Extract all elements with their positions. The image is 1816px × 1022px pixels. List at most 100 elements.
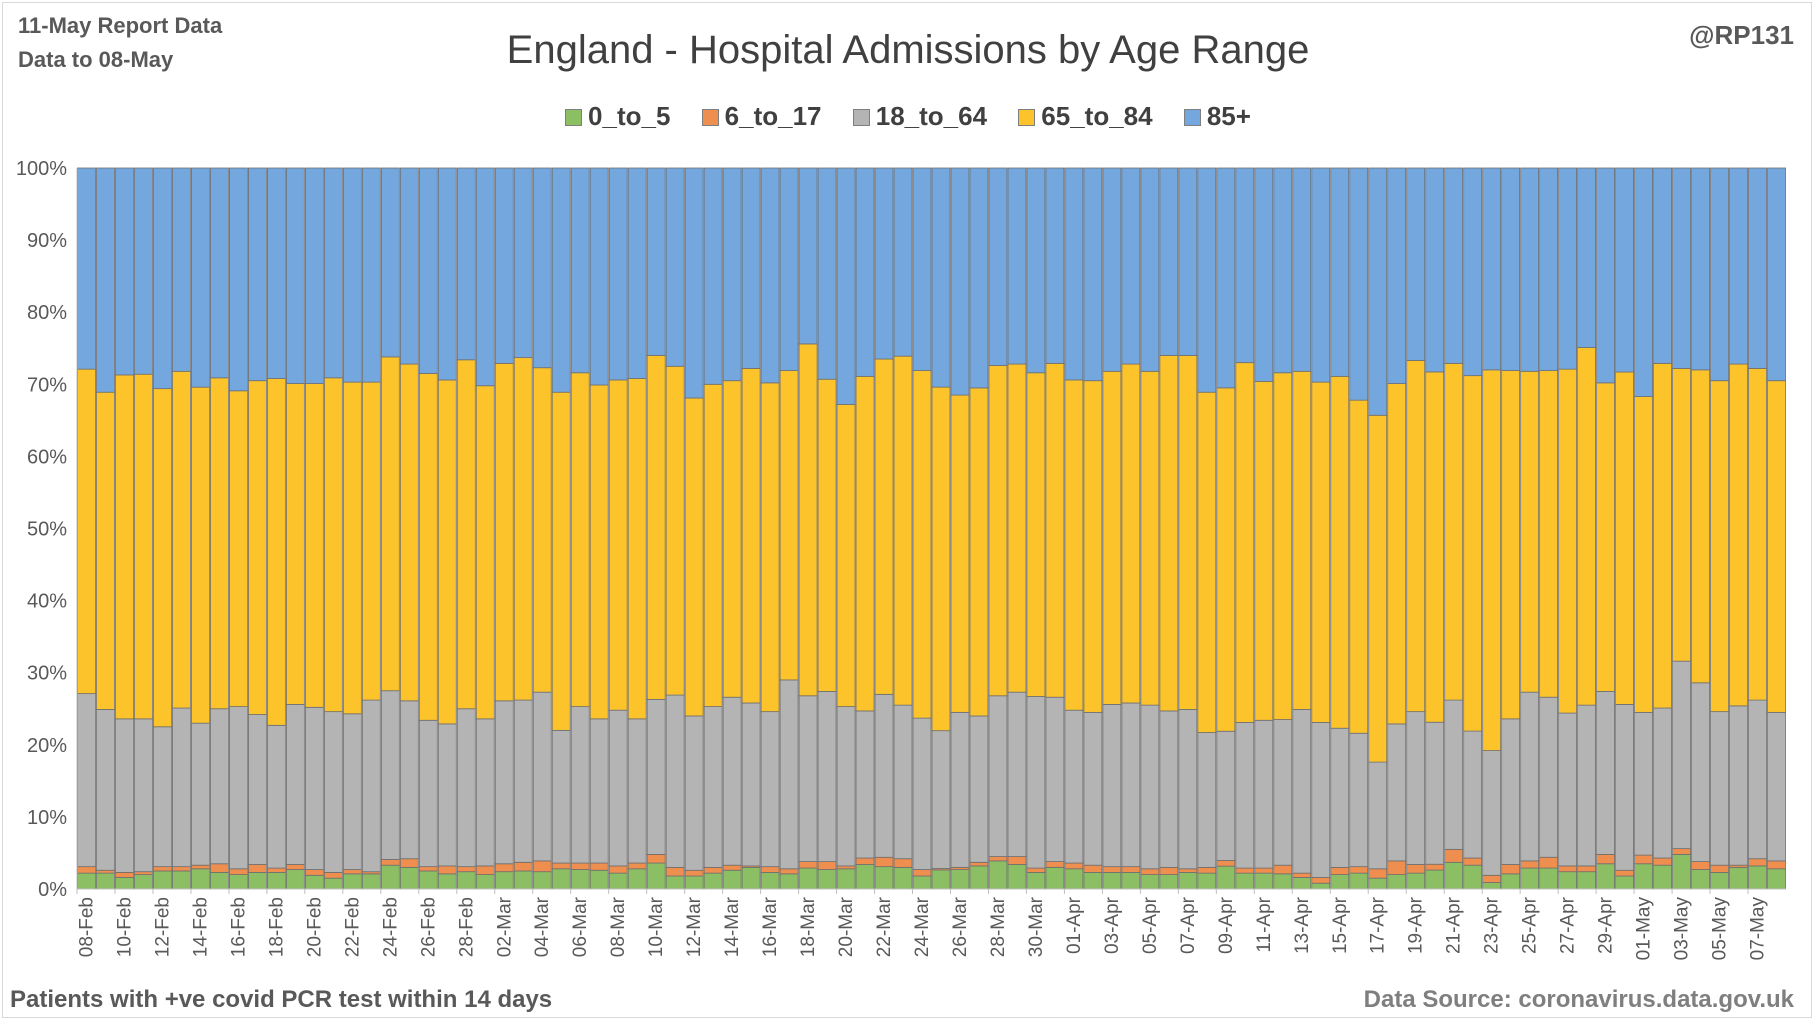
- bar-segment-6-to-17: [627, 862, 647, 870]
- bar-segment-65-to-84: [1235, 362, 1255, 723]
- bar-segment-6-to-17: [266, 867, 286, 873]
- bar-segment-18-to-64: [229, 706, 248, 870]
- x-tick-label: 10-Mar: [646, 896, 667, 957]
- bar-segment-0-to-5: [817, 869, 837, 890]
- bar-segment-65-to-84: [77, 368, 96, 695]
- bar-segment-65-to-84: [627, 378, 647, 720]
- bar-segment-6-to-17: [855, 857, 875, 865]
- bar-segment-0-to-5: [741, 866, 761, 890]
- bar-segment-6-to-17: [722, 864, 742, 871]
- legend-item-6-to-17: 6_to_17: [701, 101, 822, 132]
- bar-segment-85-plus: [779, 167, 799, 372]
- bar-segment-85-plus: [134, 167, 153, 375]
- bar-segment-0-to-5: [1748, 865, 1767, 890]
- bar-segment-18-to-64: [1406, 711, 1426, 865]
- bar-segment-0-to-5: [1406, 872, 1426, 890]
- legend-item-65-to-84: 65_to_84: [1018, 101, 1153, 132]
- bar-segment-65-to-84: [1463, 375, 1483, 732]
- bar-segment-65-to-84: [646, 355, 666, 700]
- bar-segment-6-to-17: [1045, 861, 1065, 868]
- bar-segment-65-to-84: [798, 343, 818, 697]
- bar-segment-6-to-17: [1577, 865, 1597, 873]
- bar-segment-6-to-17: [1748, 858, 1767, 867]
- bar-segment-0-to-5: [418, 870, 438, 890]
- bar-segment-18-to-64: [115, 718, 134, 873]
- bar-segment-6-to-17: [134, 871, 153, 875]
- bar-segment-6-to-17: [153, 866, 172, 872]
- x-tick-label: 26-Feb: [418, 897, 439, 957]
- bar-segment-6-to-17: [988, 856, 1008, 862]
- bar-segment-6-to-17: [893, 858, 913, 868]
- bar-segment-6-to-17: [1463, 857, 1483, 866]
- data-to-label: Data to 08-May: [18, 47, 174, 72]
- bar-segment-6-to-17: [1539, 856, 1559, 869]
- bar-segment-65-to-84: [1216, 387, 1236, 732]
- bar-segment-6-to-17: [1235, 867, 1255, 874]
- bar-segment-6-to-17: [817, 861, 837, 870]
- bar-segment-0-to-5: [1615, 875, 1634, 890]
- bar-segment-65-to-84: [1672, 368, 1691, 662]
- bar-segment-6-to-17: [779, 868, 799, 875]
- bar-segment-0-to-5: [836, 868, 856, 890]
- bar-segment-0-to-5: [1444, 861, 1464, 890]
- x-tick-label: 10-Feb: [114, 897, 135, 957]
- bar-segment-6-to-17: [380, 859, 400, 866]
- bar-segment-65-to-84: [1691, 369, 1710, 684]
- bar-segment-6-to-17: [285, 864, 305, 870]
- bar-segment-0-to-5: [874, 866, 894, 890]
- bar-segment-6-to-17: [1482, 874, 1502, 883]
- bar-segment-0-to-5: [1121, 872, 1141, 890]
- bar-segment-85-plus: [1349, 167, 1369, 401]
- bar-segment-65-to-84: [399, 363, 419, 702]
- bar-segment-85-plus: [950, 167, 970, 396]
- bar-segment-6-to-17: [247, 864, 267, 873]
- legend-item-0-to-5: 0_to_5: [565, 101, 670, 132]
- bar-segment-85-plus: [893, 167, 913, 357]
- bar-segment-65-to-84: [589, 384, 609, 720]
- bar-segment-85-plus: [323, 167, 343, 379]
- bar-segment-18-to-64: [1045, 696, 1065, 863]
- bar-segment-85-plus: [1197, 167, 1217, 393]
- bar-segment-65-to-84: [1634, 396, 1653, 713]
- bar-segment-0-to-5: [1159, 874, 1179, 890]
- bar-segment-65-to-84: [437, 379, 457, 725]
- bar-segment-65-to-84: [1482, 369, 1502, 751]
- bar-segment-6-to-17: [1672, 848, 1691, 855]
- bar-segment-18-to-64: [1254, 719, 1274, 869]
- y-tick-label: 30%: [27, 663, 67, 685]
- bar-segment-65-to-84: [950, 394, 970, 713]
- bar-segment-0-to-5: [1349, 872, 1369, 890]
- bar-segment-6-to-17: [1767, 860, 1786, 870]
- bar-segment-65-to-84: [608, 379, 628, 711]
- bar-segment-85-plus: [77, 167, 96, 370]
- bar-segment-65-to-84: [1140, 370, 1160, 706]
- bar-segment-6-to-17: [1501, 864, 1521, 875]
- bar-segment-85-plus: [1330, 167, 1350, 377]
- legend-label-18-to-64: 18_to_64: [875, 101, 988, 131]
- bar-segment-18-to-64: [1368, 761, 1388, 870]
- bar-segment-65-to-84: [494, 362, 514, 702]
- bar-segment-85-plus: [665, 167, 685, 367]
- bar-segment-6-to-17: [1330, 866, 1350, 875]
- bar-segment-65-to-84: [969, 387, 989, 717]
- bar-segment-85-plus: [1292, 167, 1312, 372]
- x-tick-label: 22-Mar: [874, 896, 895, 957]
- bar-segment-6-to-17: [475, 865, 495, 875]
- bar-segment-0-to-5: [437, 873, 457, 890]
- bar-segment-6-to-17: [589, 862, 609, 871]
- bar-segment-65-to-84: [285, 383, 305, 705]
- bar-segment-0-to-5: [1520, 867, 1540, 890]
- bar-segment-18-to-64: [475, 718, 495, 867]
- bar-segment-6-to-17: [874, 856, 894, 868]
- bar-segment-18-to-64: [210, 708, 229, 865]
- legend-swatch-0-to-5: [565, 109, 583, 126]
- bar-segment-6-to-17: [912, 869, 932, 877]
- bar-segment-85-plus: [1387, 167, 1407, 384]
- bar-segment-6-to-17: [570, 862, 590, 870]
- x-tick-label: 30-Mar: [1026, 896, 1047, 957]
- bar-segment-18-to-64: [1007, 691, 1027, 857]
- bar-segment-0-to-5: [96, 872, 115, 890]
- bar-segment-85-plus: [722, 167, 742, 382]
- author-handle: @RP131: [1689, 20, 1794, 50]
- bar-segment-6-to-17: [437, 865, 457, 875]
